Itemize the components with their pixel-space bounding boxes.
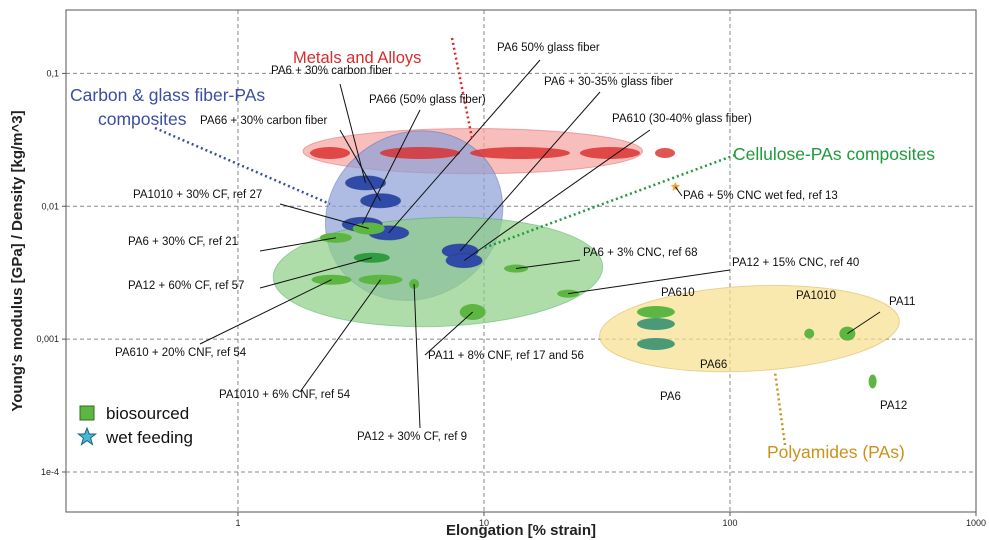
label-pa6-30-carbon-fiber: PA6 + 30% carbon fiber bbox=[271, 65, 392, 77]
metal-band-mark bbox=[380, 147, 460, 159]
label-pa6: PA6 bbox=[660, 391, 681, 403]
label-pa610-30-40-glass-fiber: PA610 (30-40% glass fiber) bbox=[612, 113, 752, 125]
label-pa610-20-cnf-ref-54: PA610 + 20% CNF, ref 54 bbox=[115, 347, 247, 359]
leader-line bbox=[459, 91, 601, 252]
x-tick-label: 1000 bbox=[966, 518, 986, 528]
x-tick-label: 1 bbox=[235, 518, 240, 528]
label-pa6-30-35-glass-fiber: PA6 + 30-35% glass fiber bbox=[544, 76, 673, 88]
y-tick-label: 0,1 bbox=[46, 68, 59, 78]
label-pa6-50-glass-fiber: PA6 50% glass fiber bbox=[497, 42, 600, 54]
leader-line bbox=[424, 311, 474, 356]
region-leader-polyamides-pas bbox=[773, 371, 787, 446]
leader-line bbox=[259, 257, 372, 289]
region-cellulose-pas-composites bbox=[272, 216, 604, 328]
label-pa66-50-glass-fiber: PA66 (50% glass fiber) bbox=[369, 94, 486, 106]
metal-band-mark bbox=[580, 147, 640, 159]
point-pa6 bbox=[636, 337, 675, 350]
y-tick-label: 1e-4 bbox=[41, 467, 59, 477]
plot-frame bbox=[65, 9, 977, 513]
label-pa6-3-cnc-ref-68: PA6 + 3% CNC, ref 68 bbox=[583, 247, 698, 259]
x-tick-label: 100 bbox=[722, 518, 737, 528]
region-title-polyamides-pas: Polyamides (PAs) bbox=[767, 442, 905, 462]
x-tick-label: 10 bbox=[479, 518, 489, 528]
label-pa610: PA610 bbox=[661, 287, 695, 299]
metal-band-mark bbox=[655, 148, 675, 158]
region-title-cellulose-pas-composites: Cellulose-PAs composites bbox=[733, 144, 935, 164]
leader-line bbox=[413, 283, 421, 429]
point-pa12 bbox=[868, 374, 877, 389]
leader-layer bbox=[154, 37, 881, 446]
leader-line bbox=[259, 237, 336, 252]
leader-line bbox=[388, 59, 541, 234]
leader-line bbox=[675, 186, 683, 197]
label-layer: PA6 + 30% carbon fiber PA66 (50% glass fi… bbox=[70, 42, 935, 462]
leader-line bbox=[279, 203, 369, 230]
leader-line bbox=[361, 109, 421, 225]
label-pa11: PA11 bbox=[889, 296, 915, 308]
legend-star-icon bbox=[76, 426, 98, 446]
leader-line bbox=[299, 279, 381, 393]
leader-line bbox=[515, 259, 581, 270]
label-pa11-8-cnf-ref-17-and-56: PA11 + 8% CNF, ref 17 and 56 bbox=[428, 350, 584, 362]
region-layer bbox=[272, 128, 900, 373]
leader-line bbox=[847, 311, 881, 335]
point-pa66 bbox=[636, 317, 675, 330]
y-axis-title: Young's modulus [GPa] / Density [kg/m^3] bbox=[9, 110, 26, 411]
leader-line bbox=[568, 269, 731, 295]
metal-band-mark bbox=[310, 147, 350, 159]
legend: biosourced wet feeding bbox=[76, 404, 193, 447]
leader-line bbox=[463, 129, 651, 262]
label-pa12-30-cf-ref-9: PA12 + 30% CF, ref 9 bbox=[357, 431, 467, 443]
x-axis-title: Elongation [% strain] bbox=[446, 522, 596, 539]
label-pa1010: PA1010 bbox=[796, 290, 836, 302]
region-polyamides-pas bbox=[599, 284, 900, 373]
y-tick-label: 0,01 bbox=[41, 201, 59, 211]
leader-line bbox=[339, 129, 382, 202]
label-pa12-15-cnc-ref-40: PA12 + 15% CNC, ref 40 bbox=[732, 257, 859, 269]
region-title-carbon-glass-fiber-pas-composites: composites bbox=[98, 109, 187, 129]
label-pa66: PA66 bbox=[700, 359, 727, 371]
label-pa12: PA12 bbox=[880, 400, 907, 412]
label-pa6-30-cf-ref-21: PA6 + 30% CF, ref 21 bbox=[128, 236, 238, 248]
legend-label-biosourced: biosourced bbox=[106, 404, 189, 423]
tick-layer: 1 10 100 1000 0,1 0,01 0,001 1e-4 bbox=[36, 68, 986, 528]
legend-swatch-biosourced bbox=[79, 405, 95, 421]
point-pa610 bbox=[636, 306, 675, 319]
region-leader-metals-and-alloys bbox=[450, 37, 474, 139]
metal-band-mark bbox=[470, 147, 570, 159]
point-pa6-5-cnc-wet-fed-ref-13 bbox=[670, 181, 681, 191]
label-pa1010-6-cnf-ref-54: PA1010 + 6% CNF, ref 54 bbox=[219, 389, 351, 401]
leader-line bbox=[199, 279, 332, 345]
label-pa6-5-cnc-wet-fed-ref-13: PA6 + 5% CNC wet fed, ref 13 bbox=[683, 190, 838, 202]
label-pa66-30-carbon-fiber: PA66 + 30% carbon fiber bbox=[200, 115, 327, 127]
region-title-carbon-glass-fiber-pas-composites: Carbon & glass fiber-PAs bbox=[70, 85, 265, 105]
point-pa1010 bbox=[804, 328, 815, 339]
y-tick-label: 0,001 bbox=[36, 334, 59, 344]
region-leader-carbon-glass-fiber-pas-composites bbox=[154, 126, 331, 206]
region-title-metals-and-alloys: Metals and Alloys bbox=[293, 49, 421, 67]
label-pa12-60-cf-ref-57: PA12 + 60% CF, ref 57 bbox=[128, 280, 244, 292]
label-pa1010-30-cf-ref-27: PA1010 + 30% CF, ref 27 bbox=[133, 189, 262, 201]
legend-label-wet-feeding: wet feeding bbox=[105, 428, 193, 447]
